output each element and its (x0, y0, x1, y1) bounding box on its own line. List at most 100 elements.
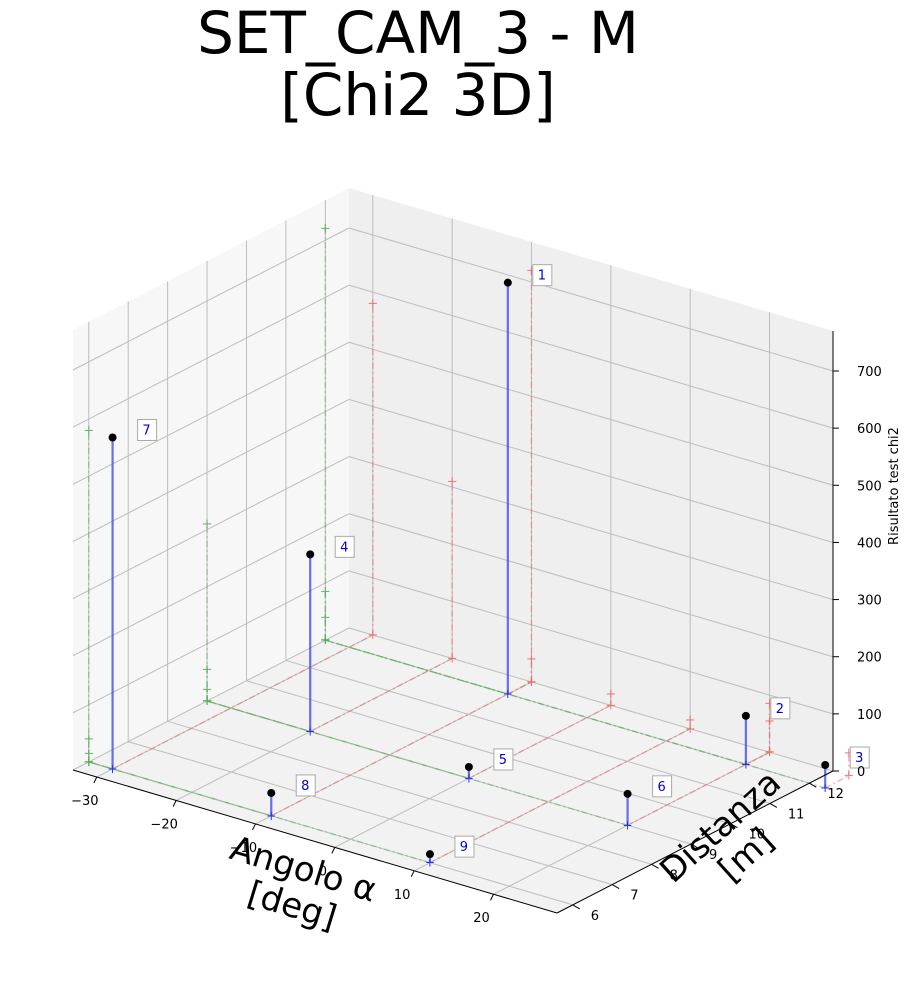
z-tick-label: 100 (857, 708, 882, 723)
point-label-box (454, 835, 475, 858)
y-tick-label: 7 (630, 889, 638, 904)
point-label: 3 (855, 751, 863, 766)
y-projection-marker: + (83, 755, 94, 770)
point-label-box (493, 748, 514, 771)
y-tick-mark (690, 843, 699, 849)
x-tick-mark (331, 847, 336, 854)
back-wall-pane (349, 188, 833, 771)
y-projection-line (206, 700, 628, 826)
point-label: 4 (340, 540, 348, 555)
stem-base-marker: + (305, 725, 315, 739)
point-label: 6 (657, 780, 665, 795)
data-points (108, 278, 830, 859)
x-tick-label: −20 (150, 817, 177, 832)
data-point (425, 850, 434, 859)
x-projection-marker: + (447, 651, 458, 666)
z-tick-label: 700 (857, 365, 882, 380)
x-tick-mark (410, 870, 415, 878)
y-projection-line (88, 761, 431, 864)
grid-line-y (325, 639, 810, 784)
z-tick-label: 600 (857, 422, 882, 437)
z-tick-label: 300 (857, 594, 882, 609)
x-projection-marker: + (843, 746, 854, 761)
left-wall-pane (73, 188, 349, 770)
y-projection-marker: + (83, 755, 94, 770)
y-projection-marker: + (83, 423, 94, 438)
y-tick-label: 12 (827, 787, 844, 802)
y-tick-label: 6 (591, 909, 599, 924)
stem-base-marker: + (503, 687, 513, 701)
point-label-box (652, 775, 673, 798)
y-projection-line (325, 639, 509, 695)
y-tick-mark (730, 823, 738, 829)
chart-title-line-1: SET_CAM_3 - M (197, 0, 639, 67)
y-projection-marker: + (202, 683, 213, 698)
x-projection-marker: + (685, 713, 696, 728)
chart-title-line-2: [Chi2 3D] (280, 61, 556, 129)
grid-line-z (348, 627, 834, 772)
data-point (821, 761, 830, 770)
y-tick-label: 9 (709, 848, 717, 863)
data-point (108, 433, 117, 442)
y-projection-line (325, 639, 747, 766)
z-tick-label: 200 (857, 651, 882, 666)
x-tick-mark (490, 894, 494, 901)
x-tick-mark (93, 776, 98, 784)
y-projection-line (88, 761, 272, 817)
point-label: 8 (301, 779, 309, 794)
x-tick-mark (172, 800, 177, 807)
y-projection-marker: + (320, 585, 331, 600)
x-projection-line (309, 657, 453, 733)
grid-line-z (72, 341, 350, 485)
x-tick-label: −10 (230, 841, 257, 856)
x-projection-line (270, 681, 532, 817)
y-tick-mark (769, 803, 778, 808)
stem-base-marker: + (623, 818, 633, 832)
y-projection-marker: + (320, 222, 331, 237)
axis-ticks: −30 −20 −10 0 10 20 6 7 8 9 10 11 12 0 100 200 300 400 500… (71, 331, 882, 926)
y-tick-label: 10 (748, 828, 765, 843)
point-label-box (137, 418, 158, 441)
point-label: 7 (142, 423, 150, 438)
grid-line-y (88, 761, 573, 906)
x-tick-label: −30 (71, 794, 98, 809)
y-tick-mark (809, 782, 817, 788)
x-projection-marker: + (605, 687, 616, 702)
y-projection-line (88, 761, 113, 770)
grid-line-z (72, 284, 350, 428)
x-projection-marker: + (764, 745, 775, 760)
x-projection-line (468, 704, 612, 780)
point-label: 1 (538, 269, 546, 284)
y-projection-marker: + (320, 633, 331, 648)
point-label: 9 (460, 840, 468, 855)
floor-pane (73, 628, 833, 913)
projection-lines: ++++++++++++++++++++++++++++++++++++ (83, 222, 854, 864)
grid-line-y (246, 680, 731, 825)
x-projection-marker: + (367, 628, 378, 643)
grid-line-z (348, 227, 834, 372)
point-label-box (770, 697, 791, 720)
y-projection-marker: + (320, 610, 331, 625)
x-projection-marker: + (447, 474, 458, 489)
data-point (623, 789, 632, 798)
x-projection-marker: + (526, 675, 537, 690)
x-projection-marker: + (367, 297, 378, 312)
z-tick-label: 500 (857, 479, 882, 494)
y-projection-marker: + (202, 694, 213, 709)
data-point (503, 278, 512, 287)
stem-base-marker: + (820, 781, 830, 795)
x-projection-marker: + (526, 263, 537, 278)
x-tick-label: 0 (319, 864, 327, 879)
y-projection-line (325, 639, 826, 789)
grid-line-z (348, 513, 834, 658)
y-tick-label: 8 (670, 868, 678, 883)
grid-line-z (348, 398, 834, 543)
axis-panes (73, 188, 833, 913)
grid-line-z (72, 570, 350, 714)
grid-line-y (206, 700, 692, 845)
grid-line-z (72, 627, 350, 771)
stem-base-marker: + (108, 762, 118, 776)
x-tick-mark (252, 823, 256, 831)
y-tick-mark (611, 884, 620, 890)
y-projection-marker: + (320, 633, 331, 648)
